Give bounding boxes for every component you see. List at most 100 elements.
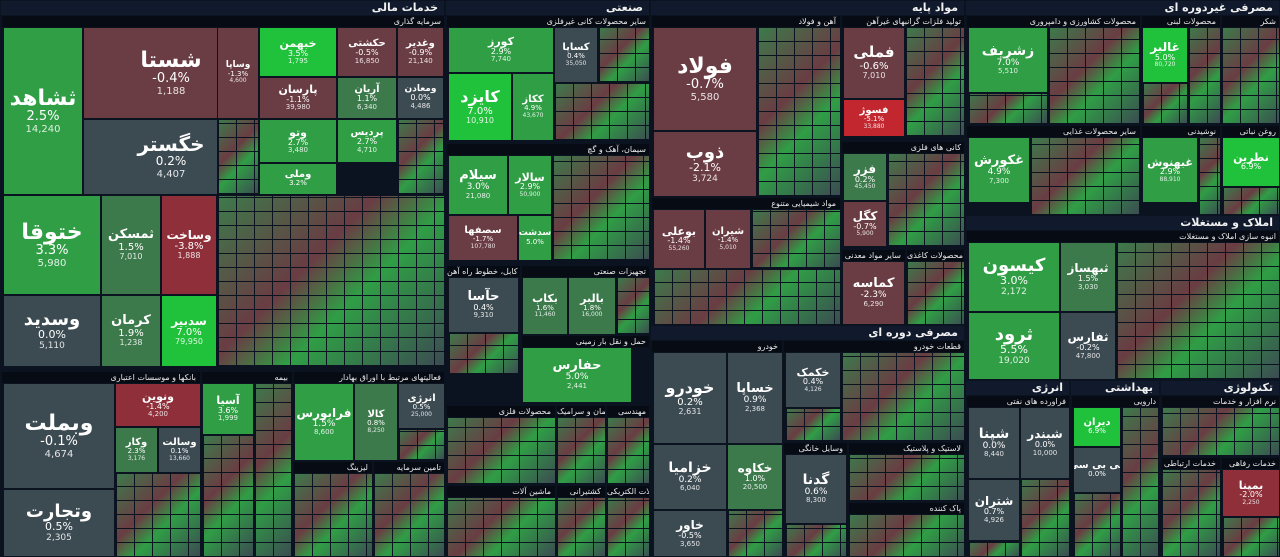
subsector-pharma: دارویی [1071,395,1159,556]
ticker-tile[interactable]: خساپا 0.9% 2,368 [727,352,783,444]
ticker-price: 8,600 [313,428,335,437]
ticker-tile[interactable]: نطرین 6.9% [1222,137,1279,187]
ticker-price: 33,880 [863,122,885,130]
ticker-tile[interactable]: فرابورس 1.5% 8,600 [294,383,354,461]
ticker-change: 0.0% [1088,470,1106,479]
sector-durable: مصرفی دوره ای خودرو خودرو 0.2% 2,631 خسا… [650,325,965,557]
ticker-tile[interactable]: خبهمن 3.5% 1,795 [259,27,337,77]
ticker-tile[interactable]: وسدید 0.0% 5,110 [3,295,101,367]
ticker-tile[interactable]: وملی 3.2% [259,163,337,195]
ticker-change: 4.9% [987,167,1011,178]
ticker-tile[interactable]: وبملت -0.1% 4,674 [3,383,115,489]
ticker-tile[interactable]: سدبیر 7.0% 79,950 [161,295,217,367]
ticker-change: -5.1% [863,115,885,124]
ticker-tile[interactable]: کرمان 1.9% 1,238 [101,295,161,367]
ticker-tile[interactable]: بمپنا -2.0% 2,250 [1222,469,1279,517]
ticker-change: 1.5% [1077,274,1099,284]
ticker-change: 0.2% [155,154,187,169]
ticker-tile[interactable]: کالا 0.8% 8,250 [354,383,398,461]
ticker-change: 3.2% [289,179,307,188]
subsector-title: تولید فلزات گرانبهای غیرآهن [842,16,964,27]
ticker-name: ثفارس [1067,330,1109,345]
ticker-tile[interactable]: شپنا 0.0% 8,440 [968,407,1020,479]
ticker-tile[interactable]: حکشتی -0.5% 16,850 [337,27,397,77]
small-tiles-mosaic [598,27,649,83]
ticker-tile[interactable]: سصفها -1.7% 107,780 [448,215,518,261]
ticker-tile[interactable]: فملی -0.6% 7,010 [843,27,905,99]
subsector-sugar: شکر [1221,15,1279,125]
ticker-tile[interactable]: فولاد -0.7% 5,580 [653,27,757,131]
ticker-tile[interactable]: ثفارس -0.2% 47,800 [1060,312,1116,379]
ticker-tile[interactable]: سدشت 5.0% [518,215,552,261]
ticker-tile[interactable]: خکاوه 1.0% 20,500 [727,444,783,510]
ticker-tile[interactable]: ونوین -1.4% 4,200 [115,383,201,427]
ticker-tile[interactable]: زشریف 7.0% 5,510 [968,27,1048,93]
ticker-tile[interactable]: شتران 0.7% 4,926 [968,479,1020,541]
ticker-tile[interactable]: فزر 0.2% 45,450 [843,153,887,201]
ticker-tile[interactable]: شبندر 0.0% 10,000 [1020,407,1069,479]
ticker-tile[interactable]: خودرو 0.2% 2,631 [653,352,727,444]
ticker-tile[interactable]: خاور -0.5% 3,650 [653,510,727,556]
ticker-tile[interactable]: کیسون 3.0% 2,172 [968,242,1060,312]
ticker-tile[interactable]: بکاب 1.6% 11,460 [522,277,568,335]
ticker-name: آریان [354,83,380,95]
ticker-tile[interactable]: سیلام 3.0% 21,080 [448,155,508,215]
ticker-tile[interactable]: حآسا 0.4% 9,310 [448,277,519,333]
ticker-tile[interactable]: پردیس 2.7% 4,710 [337,119,397,163]
ticker-tile[interactable]: ککاز 4.9% 43,670 [512,73,554,141]
ticker-tile[interactable]: ومعادن 0.0% 4,486 [397,77,444,119]
ticker-tile[interactable]: غالبر 5.0% 80,720 [1142,27,1188,83]
ticker-tile[interactable]: غبهنوش 2.9% 88,910 [1142,137,1198,203]
ticker-tile[interactable]: کماسه -2.3% 6,290 [842,261,905,324]
ticker-tile[interactable]: انرژی 0.5% 25,000 [398,383,444,429]
ticker-change: 3.0% [466,182,490,193]
ticker-tile[interactable]: ختوقا 3.3% 5,980 [3,195,101,295]
subsector-electric: آلات الکتریکی [606,485,649,556]
ticker-tile[interactable]: آریان 1.1% 6,340 [337,77,397,119]
ticker-tile[interactable]: غکورش 4.9% 7,300 [968,137,1030,203]
ticker-tile[interactable]: وتجارت 0.5% 2,305 [3,489,115,556]
ticker-tile[interactable]: بوعلی -1.4% 55,260 [653,209,705,269]
ticker-change: 3.5% [287,48,309,58]
ticker-tile[interactable]: وغدیر -0.9% 21,140 [397,27,444,77]
ticker-tile[interactable]: وساخت -3.8% 1,888 [161,195,217,295]
ticker-tile[interactable]: وتو 2.7% 3,480 [259,119,337,163]
ticker-change: 0.6% [804,486,828,497]
ticker-tile[interactable]: دیران 6.9% [1073,407,1121,447]
ticker-tile[interactable]: کی بی سی 0.0% [1073,447,1121,493]
ticker-tile[interactable]: وسالت 0.1% 13,660 [158,427,201,473]
ticker-tile[interactable]: سالار 2.9% 50,900 [508,155,552,215]
ticker-name: کایزد [460,86,500,106]
ticker-tile[interactable]: کایزد 7.0% 10,910 [448,73,512,141]
ticker-tile[interactable]: کگل -0.7% 5,900 [843,201,887,247]
small-tiles-mosaic [1020,479,1069,556]
ticker-tile[interactable]: ثبهساز 1.5% 3,030 [1060,242,1116,312]
sector-energy: انرژی فراورده های نفتی شپنا 0.0% 8,440 ش… [965,380,1070,557]
subsector-engineering: مهندسی [606,405,649,485]
ticker-tile[interactable]: ذوب -2.1% 3,724 [653,131,757,197]
subsector-title: سایر مواد معدنی [842,250,905,261]
ticker-tile[interactable]: حفارس 5.0% 2,441 [522,347,632,403]
ticker-name: بکاب [532,292,558,306]
ticker-tile[interactable]: شیران -1.4% 5,010 [705,209,751,269]
ticker-tile[interactable]: ثمسکن 1.5% 7,010 [101,195,161,295]
ticker-tile[interactable]: گدنا 0.6% 8,300 [785,454,847,524]
small-tiles-mosaic [905,27,964,137]
small-tiles-mosaic [1198,137,1221,214]
ticker-name: خودرو [665,377,715,397]
ticker-price: 4,407 [156,168,186,180]
ticker-tile[interactable]: خزامیا 0.2% 6,040 [653,444,727,510]
ticker-tile[interactable]: فسوژ -5.1% 33,880 [843,99,905,137]
ticker-tile[interactable]: بالبر 1.8% 16,000 [568,277,616,335]
ticker-tile[interactable]: ثشاهد 2.5% 14,240 [3,27,83,195]
ticker-tile[interactable]: پارسان -1.1% 39,980 [259,77,337,119]
ticker-tile[interactable]: کساپا 0.4% 35,050 [554,27,598,83]
ticker-change: 0.4% [802,377,824,387]
ticker-tile[interactable]: خکمک 0.4% 4,126 [785,352,841,408]
ticker-tile[interactable]: آسیا 3.6% 1,999 [202,383,254,435]
ticker-tile[interactable]: کورز 2.9% 7,740 [448,27,554,73]
ticker-tile[interactable]: وکار 2.3% 3,176 [115,427,158,473]
ticker-tile[interactable]: ثرود 5.5% 19,020 [968,312,1060,379]
ticker-price: 2,441 [566,381,588,390]
ticker-tile[interactable]: وساپا -1.3% 4,600 [217,27,259,119]
